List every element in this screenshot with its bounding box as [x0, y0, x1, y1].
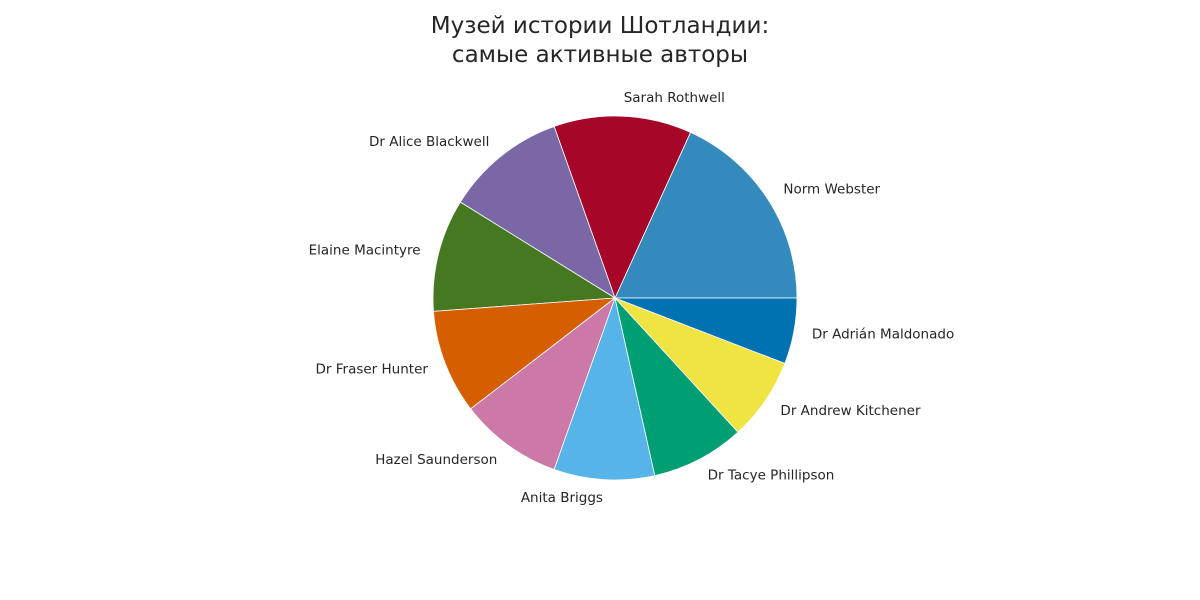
pie-slice-label-2: Dr Alice Blackwell [369, 134, 489, 150]
pie-slice-label-1: Sarah Rothwell [624, 90, 725, 106]
pie-slice-4 [433, 297, 616, 410]
pie-slice-label-7: Dr Tacye Phillipson [708, 467, 835, 483]
pie-slice-5 [470, 297, 616, 470]
chart-title: Музей истории Шотландии: самые активные … [0, 12, 1200, 70]
pie-slice-0 [614, 132, 798, 299]
pie-slice-label-3: Elaine Macintyre [309, 242, 421, 258]
pie-slice-3 [432, 201, 616, 312]
chart-title-line-1: Музей истории Шотландии: [430, 13, 770, 39]
pie-slice-label-5: Hazel Saunderson [375, 452, 497, 468]
pie-slice-label-8: Dr Andrew Kitchener [780, 403, 921, 419]
pie-slice-label-9: Dr Adrián Maldonado [812, 327, 954, 343]
pie-slice-1 [553, 115, 691, 299]
pie-slice-9 [614, 297, 798, 364]
pie-slice-label-6: Anita Briggs [521, 490, 603, 506]
pie-labels: Norm Webster Sarah Rothwell Dr Alice Black… [309, 90, 955, 506]
chart-title-line-2: самые активные авторы [451, 42, 749, 68]
pie-slices [432, 115, 798, 481]
pie-slice-6 [553, 297, 656, 481]
pie-slice-7 [614, 297, 739, 476]
pie-slice-label-4: Dr Fraser Hunter [316, 361, 429, 377]
pie-slice-2 [459, 126, 616, 299]
pie-slice-label-0: Norm Webster [783, 182, 880, 198]
